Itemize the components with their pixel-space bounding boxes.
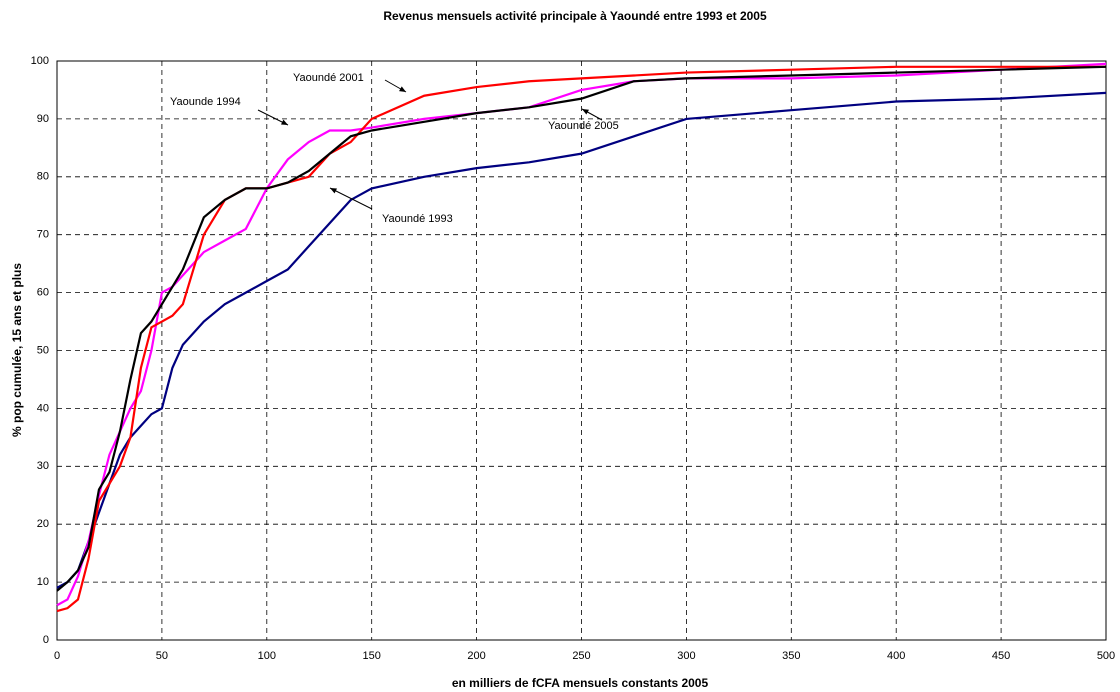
plot-frame <box>56 60 1107 641</box>
annotation-arrowhead <box>582 109 589 115</box>
y-tick-label: 20 <box>37 518 49 530</box>
annotation-arrowhead <box>399 86 406 92</box>
x-tick-label: 150 <box>363 650 381 662</box>
y-tick-label: 100 <box>31 55 49 67</box>
x-tick-label: 400 <box>887 650 905 662</box>
x-tick-label: 100 <box>258 650 276 662</box>
y-tick-label: 80 <box>37 171 49 183</box>
series-line <box>56 65 1107 592</box>
series-line <box>56 62 1107 607</box>
x-tick-label: 450 <box>992 650 1010 662</box>
y-tick-label: 60 <box>37 287 49 299</box>
x-tick-label: 200 <box>467 650 485 662</box>
x-tick-label: 0 <box>54 650 60 662</box>
annotation-arrow <box>329 187 373 210</box>
x-tick-label: 50 <box>156 650 168 662</box>
y-tick-label: 10 <box>37 576 49 588</box>
x-tick-label: 300 <box>677 650 695 662</box>
series-annotation: Yaoundé 2005 <box>548 120 619 132</box>
y-tick-label: 0 <box>43 634 49 646</box>
chart-title: Revenus mensuels activité principale à Y… <box>383 9 767 23</box>
x-tick-label: 500 <box>1097 650 1115 662</box>
y-tick-label: 40 <box>37 402 49 414</box>
y-tick-label: 70 <box>37 229 49 241</box>
series-annotation: Yaoundé 2001 <box>293 72 364 84</box>
series-annotation: Yaounde 1994 <box>170 96 241 108</box>
y-tick-label: 30 <box>37 460 49 472</box>
x-tick-label: 350 <box>782 650 800 662</box>
y-tick-label: 50 <box>37 344 49 356</box>
annotation-arrowhead <box>330 188 337 194</box>
y-axis-title: % pop cumulée, 15 ans et plus <box>10 263 24 437</box>
annotation-arrowhead <box>281 119 288 125</box>
y-tick-label: 90 <box>37 113 49 125</box>
x-axis-title: en milliers de fCFA mensuels constants 2… <box>452 676 709 690</box>
x-tick-label: 250 <box>572 650 590 662</box>
series-annotation: Yaoundé 1993 <box>382 213 453 225</box>
